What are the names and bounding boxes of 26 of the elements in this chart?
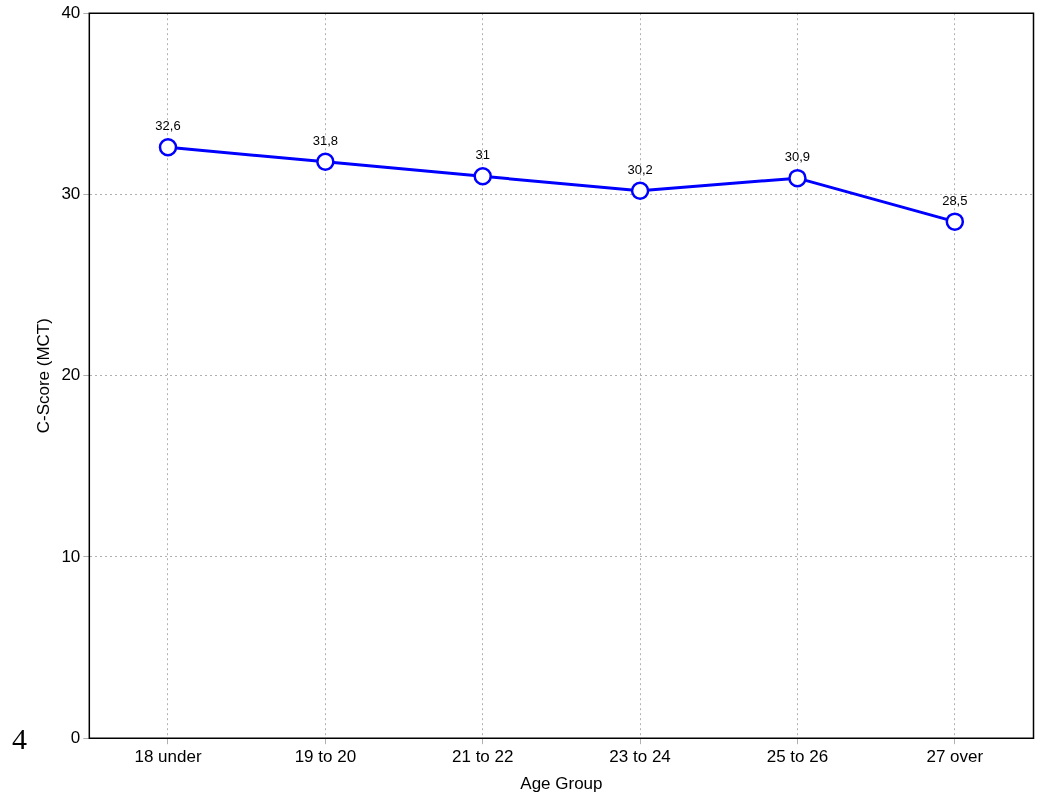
data-label: 30,9 <box>784 149 811 165</box>
x-tick-label: 19 to 20 <box>294 747 357 767</box>
x-tick-label: 25 to 26 <box>766 747 829 767</box>
x-tick-label: 18 under <box>134 747 202 767</box>
data-label: 28,5 <box>942 192 968 208</box>
y-tick-label: 0 <box>70 727 81 747</box>
data-label: 32,6 <box>155 118 181 134</box>
y-axis-title: C-Score (MCT) <box>33 318 53 434</box>
point <box>630 181 650 201</box>
y-tick-label: 30 <box>61 184 81 204</box>
point <box>158 138 178 157</box>
y-tick-label: 10 <box>61 546 81 566</box>
x-tick-label: 21 to 22 <box>452 747 514 767</box>
point <box>788 168 807 188</box>
point <box>473 167 492 186</box>
text: 4 <box>12 722 27 755</box>
y-tick-label: 40 <box>61 2 81 22</box>
data-label: 31 <box>475 147 490 163</box>
x-axis-title: Age Group <box>520 774 603 794</box>
data-label: 31,8 <box>312 132 339 148</box>
point <box>945 212 965 231</box>
x-tick-label: 23 to 24 <box>609 747 671 767</box>
data-label: 30,2 <box>627 161 653 177</box>
point <box>316 152 335 172</box>
y-tick-label: 20 <box>61 365 81 385</box>
x-tick-label: 27 over <box>926 747 984 767</box>
